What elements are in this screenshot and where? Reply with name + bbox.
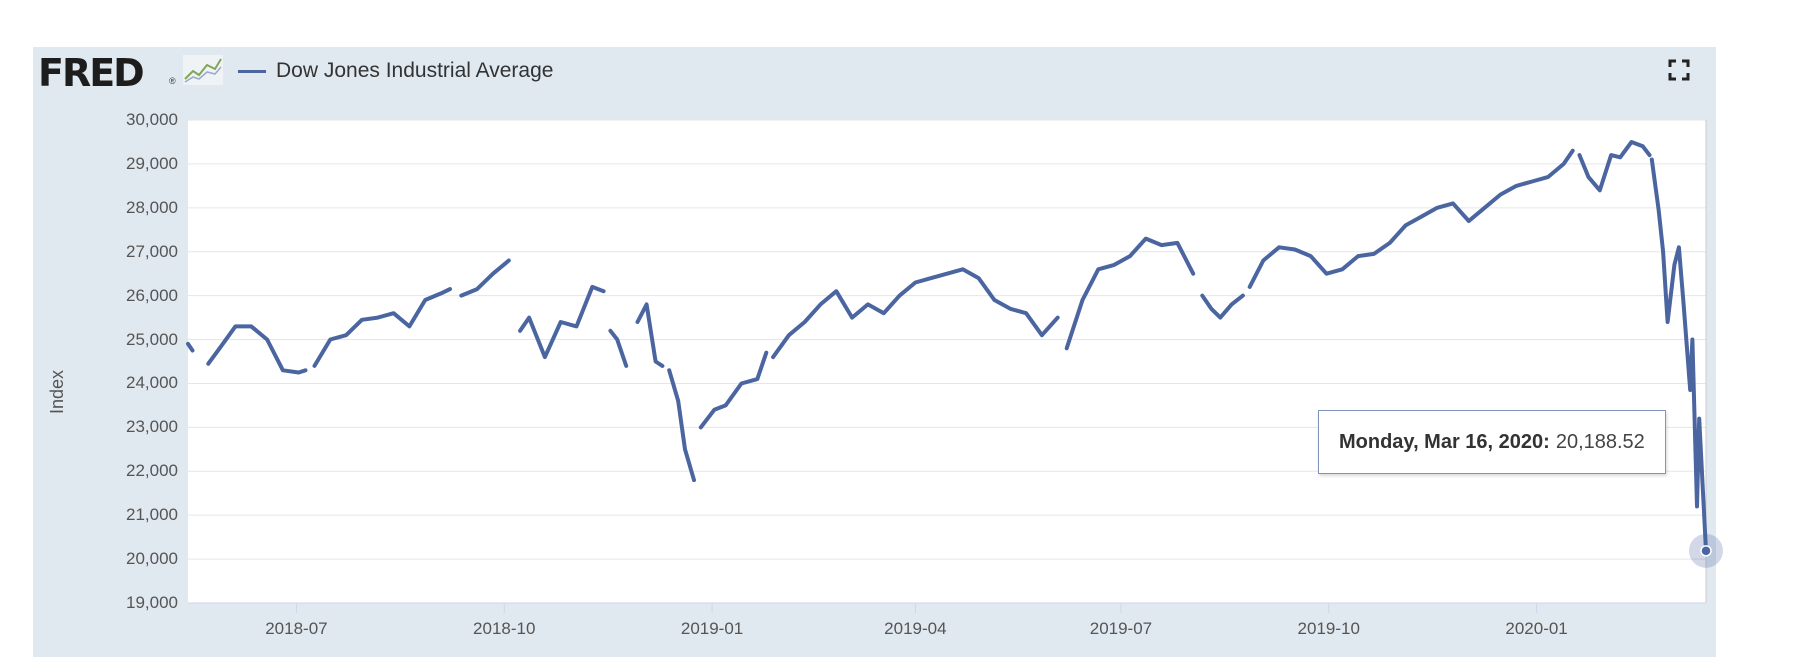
legend-line-swatch: [238, 69, 266, 73]
fred-logo[interactable]: FRED: [38, 51, 145, 95]
series-line-segment: [206, 324, 308, 375]
y-tick-label: 24,000: [126, 373, 178, 393]
fred-logo-registered-mark: ®: [169, 76, 176, 86]
tooltip-value: 20,188.52: [1555, 430, 1645, 453]
series-line-segment: [1649, 157, 1708, 553]
series-line-segment: [459, 258, 511, 298]
y-tick-label: 20,000: [126, 549, 178, 569]
x-tick-label: 2020-01: [1505, 619, 1568, 638]
series-line-segment: [1577, 140, 1652, 193]
x-tick-label: 2019-07: [1089, 619, 1153, 638]
y-tick-label: 30,000: [126, 110, 178, 129]
series-line-segment: [667, 368, 696, 483]
plot-area: [188, 120, 1706, 603]
series-line-segment: [698, 350, 769, 430]
tooltip-date: Monday, Mar 16, 2020:: [1339, 430, 1550, 453]
legend[interactable]: Dow Jones Industrial Average: [238, 57, 553, 85]
y-tick-label: 23,000: [126, 417, 178, 437]
series-line-segment: [1247, 148, 1575, 289]
y-tick-label: 21,000: [126, 505, 178, 525]
y-tick-label: 22,000: [126, 461, 178, 481]
series-line-segment: [518, 284, 606, 360]
series-line-segment: [635, 302, 665, 368]
y-tick-label: 28,000: [126, 197, 178, 217]
series-line-segment: [312, 287, 452, 368]
series-line-segment: [186, 341, 195, 353]
x-tick-label: 2018-10: [473, 619, 536, 638]
hover-point: [1700, 545, 1712, 557]
data-tooltip: Monday, Mar 16, 2020: 20,188.52: [1318, 410, 1666, 474]
x-tick-label: 2019-10: [1297, 619, 1360, 638]
y-tick-label: 25,000: [126, 329, 178, 349]
series-line-segment: [608, 328, 629, 368]
x-tick-label: 2018-07: [265, 619, 328, 638]
fullscreen-icon[interactable]: [1668, 59, 1690, 81]
chart-header: FRED ® Dow Jones Industrial Average: [33, 47, 1716, 95]
series-line-segment: [1064, 236, 1196, 351]
fred-logo-chart-icon: [183, 55, 223, 85]
y-tick-label: 26,000: [126, 285, 178, 305]
x-tick-label: 2019-01: [680, 619, 744, 638]
x-tick-label: 2019-04: [884, 619, 947, 638]
y-tick-label: 27,000: [126, 241, 178, 261]
y-tick-label: 29,000: [126, 153, 178, 173]
series-line-segment: [1200, 293, 1245, 320]
legend-label: Dow Jones Industrial Average: [276, 59, 554, 82]
series-line-segment: [771, 267, 1060, 360]
y-tick-label: 19,000: [126, 593, 178, 612]
